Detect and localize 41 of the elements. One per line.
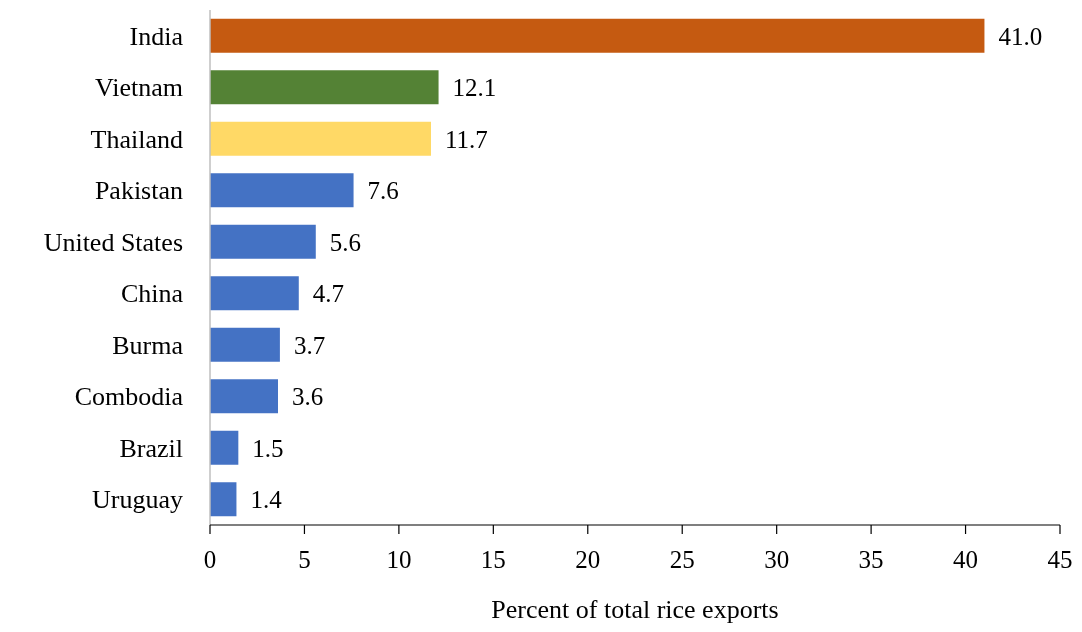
y-tick-label: Burma xyxy=(112,330,184,360)
y-tick-label: Pakistan xyxy=(94,176,183,206)
y-tick-label: United States xyxy=(43,227,183,257)
data-label: 1.4 xyxy=(250,486,283,513)
bar xyxy=(210,70,439,105)
x-tick-label: 5 xyxy=(298,546,311,573)
x-tick-label: 25 xyxy=(669,546,695,573)
bar xyxy=(210,173,354,208)
bar xyxy=(210,18,985,53)
x-tick-label: 35 xyxy=(858,546,884,573)
x-tick-label: 20 xyxy=(575,546,601,573)
bar xyxy=(210,276,299,311)
data-label: 3.7 xyxy=(293,331,326,359)
data-label: 7.6 xyxy=(367,177,399,204)
y-tick-label: China xyxy=(120,279,184,309)
data-label: 5.6 xyxy=(329,228,362,256)
x-tick-label: 40 xyxy=(953,546,979,573)
bar xyxy=(210,482,237,517)
x-tick-label: 15 xyxy=(480,546,506,573)
data-label: 3.6 xyxy=(292,383,324,410)
data-label: 11.7 xyxy=(445,125,488,153)
y-tick-label: Combodia xyxy=(74,382,184,412)
y-tick-label: India xyxy=(129,21,184,51)
bar xyxy=(210,327,280,362)
data-label: 1.5 xyxy=(252,434,284,462)
x-tick-label: 45 xyxy=(1047,546,1073,573)
bar xyxy=(210,430,239,465)
y-tick-label: Uruguay xyxy=(92,485,183,515)
x-tick-label: 0 xyxy=(203,546,217,573)
y-tick-label: Brazil xyxy=(119,433,183,463)
data-label: 4.7 xyxy=(312,280,345,307)
bar xyxy=(210,121,431,156)
x-axis-title: Percent of total rice exports xyxy=(491,595,779,624)
bar xyxy=(210,224,316,259)
data-label: 12.1 xyxy=(452,74,497,101)
x-tick-label: 30 xyxy=(764,546,790,573)
y-tick-label: Thailand xyxy=(90,124,183,154)
data-label: 41.0 xyxy=(998,22,1043,50)
bar xyxy=(210,379,278,414)
x-tick-label: 10 xyxy=(386,546,412,573)
y-tick-label: Vietnam xyxy=(95,73,183,103)
